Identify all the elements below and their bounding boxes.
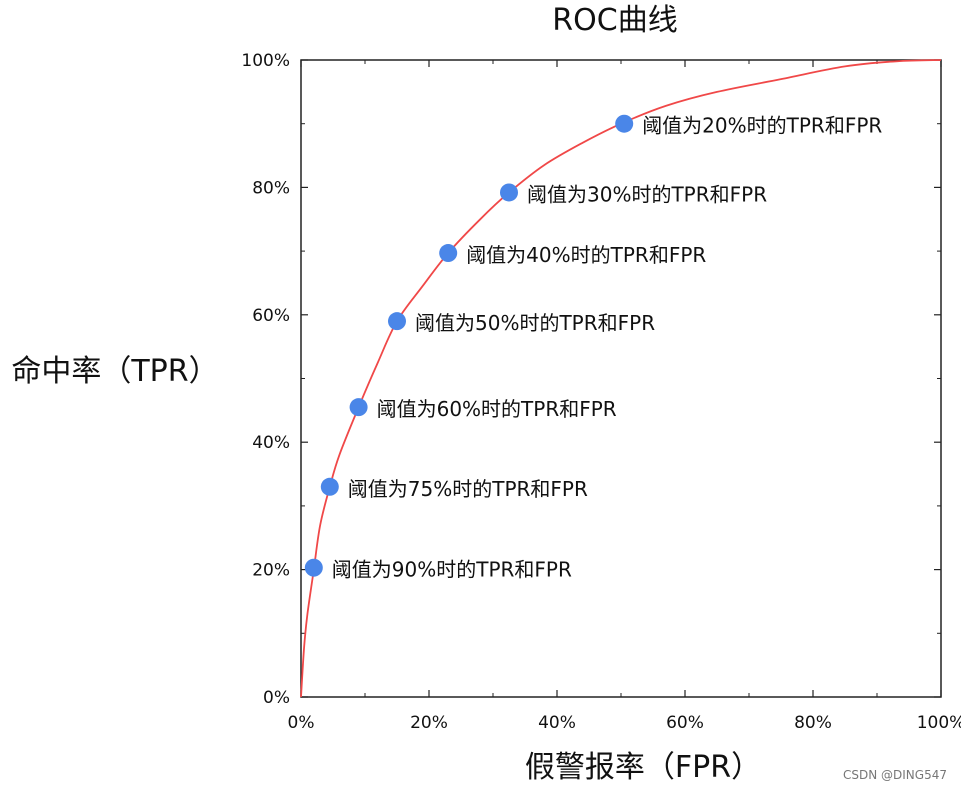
y-tick-label: 0% — [263, 688, 290, 708]
threshold-point-label: 阈值为20%时的TPR和FPR — [642, 114, 882, 138]
threshold-point-label: 阈值为30%时的TPR和FPR — [527, 182, 767, 206]
threshold-point — [349, 398, 368, 417]
threshold-point-label: 阈值为60%时的TPR和FPR — [377, 397, 617, 421]
x-tick-label: 80% — [794, 713, 832, 733]
plot-frame — [300, 59, 942, 698]
x-tick-label: 40% — [538, 713, 576, 733]
threshold-point — [388, 312, 406, 331]
y-axis-label: 命中率（TPR） — [11, 354, 218, 389]
threshold-point — [320, 477, 339, 496]
threshold-point — [615, 114, 634, 133]
y-tick-label: 80% — [252, 178, 290, 198]
threshold-point — [500, 183, 518, 202]
y-tick-label: 60% — [252, 306, 290, 326]
threshold-point-label: 阈值为50%时的TPR和FPR — [415, 311, 655, 335]
x-axis-ticks: 0% 20% 40% 60% 80% 100% — [288, 60, 961, 733]
y-tick-label: 40% — [252, 433, 290, 453]
threshold-point-label: 阈值为90%时的TPR和FPR — [332, 558, 572, 582]
threshold-points: 阈值为20%时的TPR和FPR 阈值为30%时的TPR和FPR 阈值为40%时的TP… — [304, 114, 882, 582]
x-tick-label: 0% — [288, 713, 315, 733]
y-axis-ticks: 0% 20% 40% 60% 80% 100% — [241, 51, 941, 708]
watermark: CSDN @DING547 — [843, 768, 947, 782]
y-tick-label: 100% — [241, 51, 290, 71]
threshold-point-label: 阈值为40%时的TPR和FPR — [466, 243, 706, 267]
roc-curve-line — [300, 59, 942, 698]
x-tick-label: 60% — [666, 713, 704, 733]
threshold-point — [304, 558, 323, 577]
chart-title: ROC曲线 — [552, 3, 677, 38]
threshold-point-label: 阈值为75%时的TPR和FPR — [348, 477, 588, 501]
threshold-point — [439, 244, 458, 263]
y-tick-label: 20% — [252, 561, 290, 581]
x-axis-label: 假警报率（FPR） — [525, 750, 761, 785]
x-tick-label: 100% — [917, 713, 961, 733]
x-tick-label: 20% — [410, 713, 448, 733]
